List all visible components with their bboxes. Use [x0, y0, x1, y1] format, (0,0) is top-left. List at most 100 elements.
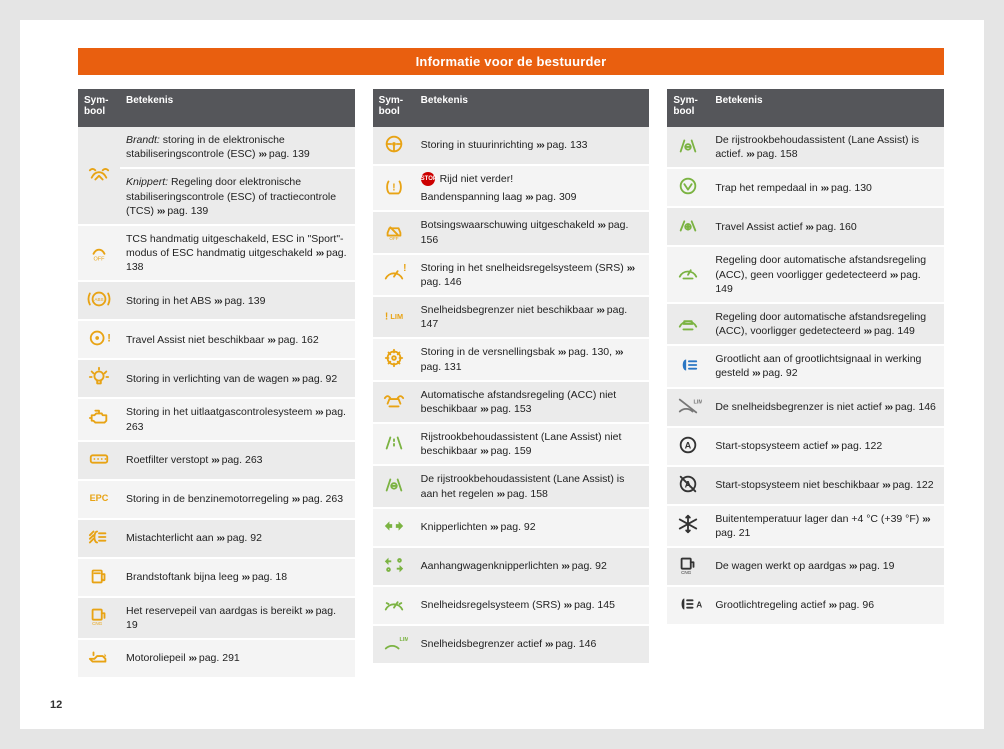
off-icon: OFF — [85, 254, 113, 266]
table-row: CNG De wagen werkt op aardgas ››› pag. 19 — [667, 547, 944, 586]
meaning-cell: Snelheidsbegrenzer niet beschikbaar ››› … — [415, 296, 650, 338]
acc-car-icon — [674, 325, 702, 337]
meaning-cell: De wagen werkt op aardgas ››› pag. 19 — [709, 547, 944, 586]
acc-icon — [380, 402, 408, 414]
meaning-cell: STOP Rijd niet verder!Bandenspanning laa… — [415, 165, 650, 211]
table-row: A Grootlichtregeling actief ››› pag. 96 — [667, 586, 944, 625]
meaning-cell: Automatische afstandsregeling (ACC) niet… — [415, 381, 650, 423]
symbol-cell — [78, 398, 120, 440]
meaning-cell: Brandstoftank bijna leeg ››› pag. 18 — [120, 558, 355, 597]
table-row: ! Storing in het snelheidsregelsysteem (S… — [373, 254, 650, 296]
column-2: Sym-bool Betekenis Storing in stuurinric… — [373, 89, 650, 679]
symbol-cell — [78, 127, 120, 225]
meaning-cell: Storing in stuurinrichting ››› pag. 133 — [415, 127, 650, 165]
symbol-cell: !LIM — [373, 296, 415, 338]
meaning-cell: Grootlichtregeling actief ››› pag. 96 — [709, 586, 944, 625]
travel-icon — [674, 227, 702, 239]
table-row: Storing in de versnellingsbak ››› pag. 1… — [373, 338, 650, 380]
trailer-turn-icon — [380, 567, 408, 579]
table-row: AStart-stopsysteem actief ››› pag. 122 — [667, 427, 944, 466]
symbol-cell — [373, 338, 415, 380]
svg-text:CNG: CNG — [681, 570, 692, 575]
symbol-cell: OFF — [78, 225, 120, 282]
meaning-cell: Snelheidsregelsysteem (SRS) ››› pag. 145 — [415, 586, 650, 625]
symbol-cell: LIM — [667, 388, 709, 427]
svg-text:LIM: LIM — [399, 637, 408, 643]
svg-text:OFF: OFF — [389, 236, 398, 241]
engine-icon — [85, 420, 113, 432]
meaning-cell: TCS handmatig uitgeschakeld, ESC in "Spo… — [120, 225, 355, 282]
gear-icon — [380, 360, 408, 372]
meaning-cell: Het reservepeil van aardgas is bereikt ›… — [120, 597, 355, 639]
symbol-cell — [667, 207, 709, 246]
meaning-cell: Start-stopsysteem niet beschikbaar ››› p… — [709, 466, 944, 505]
symbol-cell: CNG — [667, 547, 709, 586]
autohighbeam-icon: A — [674, 606, 702, 618]
meaning-cell: Botsingswaarschuwing uitgeschakeld ››› p… — [415, 211, 650, 253]
meaning-cell: Start-stopsysteem actief ››› pag. 122 — [709, 427, 944, 466]
table-row: Brandstoftank bijna leeg ››› pag. 18 — [78, 558, 355, 597]
table-row: De rijstrookbehoudassistent (Lane Assist… — [373, 465, 650, 507]
symbol-cell — [667, 505, 709, 547]
dpf-icon — [85, 461, 113, 473]
pedal-icon — [674, 188, 702, 200]
table-row: ! STOP Rijd niet verder!Bandenspanning la… — [373, 165, 650, 211]
table-row: LIM Snelheidsbegrenzer actief ››› pag. 14… — [373, 625, 650, 664]
column-3: Sym-bool Betekenis De rijstrookbehoudass… — [667, 89, 944, 679]
table-2: Sym-bool Betekenis Storing in stuurinric… — [373, 89, 650, 665]
symbol-cell: OFF — [373, 211, 415, 253]
symbol-cell — [373, 465, 415, 507]
meaning-cell: Buitentemperatuur lager dan +4 °C (+39 °… — [709, 505, 944, 547]
startstop-off-icon: A — [674, 486, 702, 498]
turn-icon — [380, 528, 408, 540]
svg-text:CNG: CNG — [92, 622, 103, 627]
th-symbol: Sym-bool — [667, 89, 709, 127]
symbol-cell: A — [667, 586, 709, 625]
meaning-cell: Knipperlichten ››› pag. 92 — [415, 508, 650, 547]
table-row: Roetfilter verstopt ››› pag. 263 — [78, 441, 355, 480]
meaning-cell: De rijstrookbehoudassistent (Lane Assist… — [415, 465, 650, 507]
tpms-icon: ! — [380, 189, 408, 201]
bulb-icon — [85, 379, 113, 391]
table-row: Automatische afstandsregeling (ACC) niet… — [373, 381, 650, 423]
table-row: A Start-stopsysteem niet beschikbaar ››› … — [667, 466, 944, 505]
symbol-cell — [667, 345, 709, 387]
table-row: !LIM Snelheidsbegrenzer niet beschikbaar … — [373, 296, 650, 338]
lim-ex-icon: !LIM — [380, 318, 408, 330]
th-meaning: Betekenis — [709, 89, 944, 127]
esc-icon — [85, 176, 113, 188]
meaning-cell: Snelheidsbegrenzer actief ››› pag. 146 — [415, 625, 650, 664]
meaning-cell: Mistachterlicht aan ››› pag. 92 — [120, 519, 355, 558]
meaning-cell: Roetfilter verstopt ››› pag. 263 — [120, 441, 355, 480]
symbol-cell: LIM — [373, 625, 415, 664]
symbol-cell — [78, 519, 120, 558]
table-3: Sym-bool Betekenis De rijstrookbehoudass… — [667, 89, 944, 626]
symbol-cell — [373, 423, 415, 465]
symbol-cell — [667, 168, 709, 207]
table-row: EPCStoring in de benzinemotorregeling ››… — [78, 480, 355, 519]
svg-text:!: ! — [385, 311, 388, 322]
oil-icon — [85, 659, 113, 671]
symbol-cell — [373, 547, 415, 586]
lim-icon: LIM — [380, 645, 408, 657]
table-row: Knipperlichten ››› pag. 92 — [373, 508, 650, 547]
meaning-cell: Storing in het snelheidsregelsysteem (SR… — [415, 254, 650, 296]
cruise-icon — [380, 606, 408, 618]
lane-hands-icon — [674, 148, 702, 160]
table-row: Regeling door automatische afstandsregel… — [667, 303, 944, 345]
epc-icon: EPC — [85, 500, 113, 512]
svg-text:!: ! — [107, 333, 111, 345]
page-title: Informatie voor de bestuurder — [78, 48, 944, 75]
table-row: Storing in het uitlaatgascontrolesysteem… — [78, 398, 355, 440]
cng2-icon: CNG — [674, 567, 702, 579]
svg-text:!: ! — [403, 264, 406, 275]
table-row: Rijstrookbehoudassistent (Lane Assist) n… — [373, 423, 650, 465]
symbol-cell: ! — [373, 165, 415, 211]
tbody-2: Storing in stuurinrichting ››› pag. 133!… — [373, 127, 650, 664]
columns-wrap: Sym-bool Betekenis Brandt: storing in de… — [78, 89, 944, 679]
table-row: De rijstrookbehoudassistent (Lane Assist… — [667, 127, 944, 168]
symbol-cell — [667, 127, 709, 168]
meaning-cell: Storing in het uitlaatgascontrolesysteem… — [120, 398, 355, 440]
th-symbol: Sym-bool — [78, 89, 120, 127]
table-row: Storing in stuurinrichting ››› pag. 133 — [373, 127, 650, 165]
